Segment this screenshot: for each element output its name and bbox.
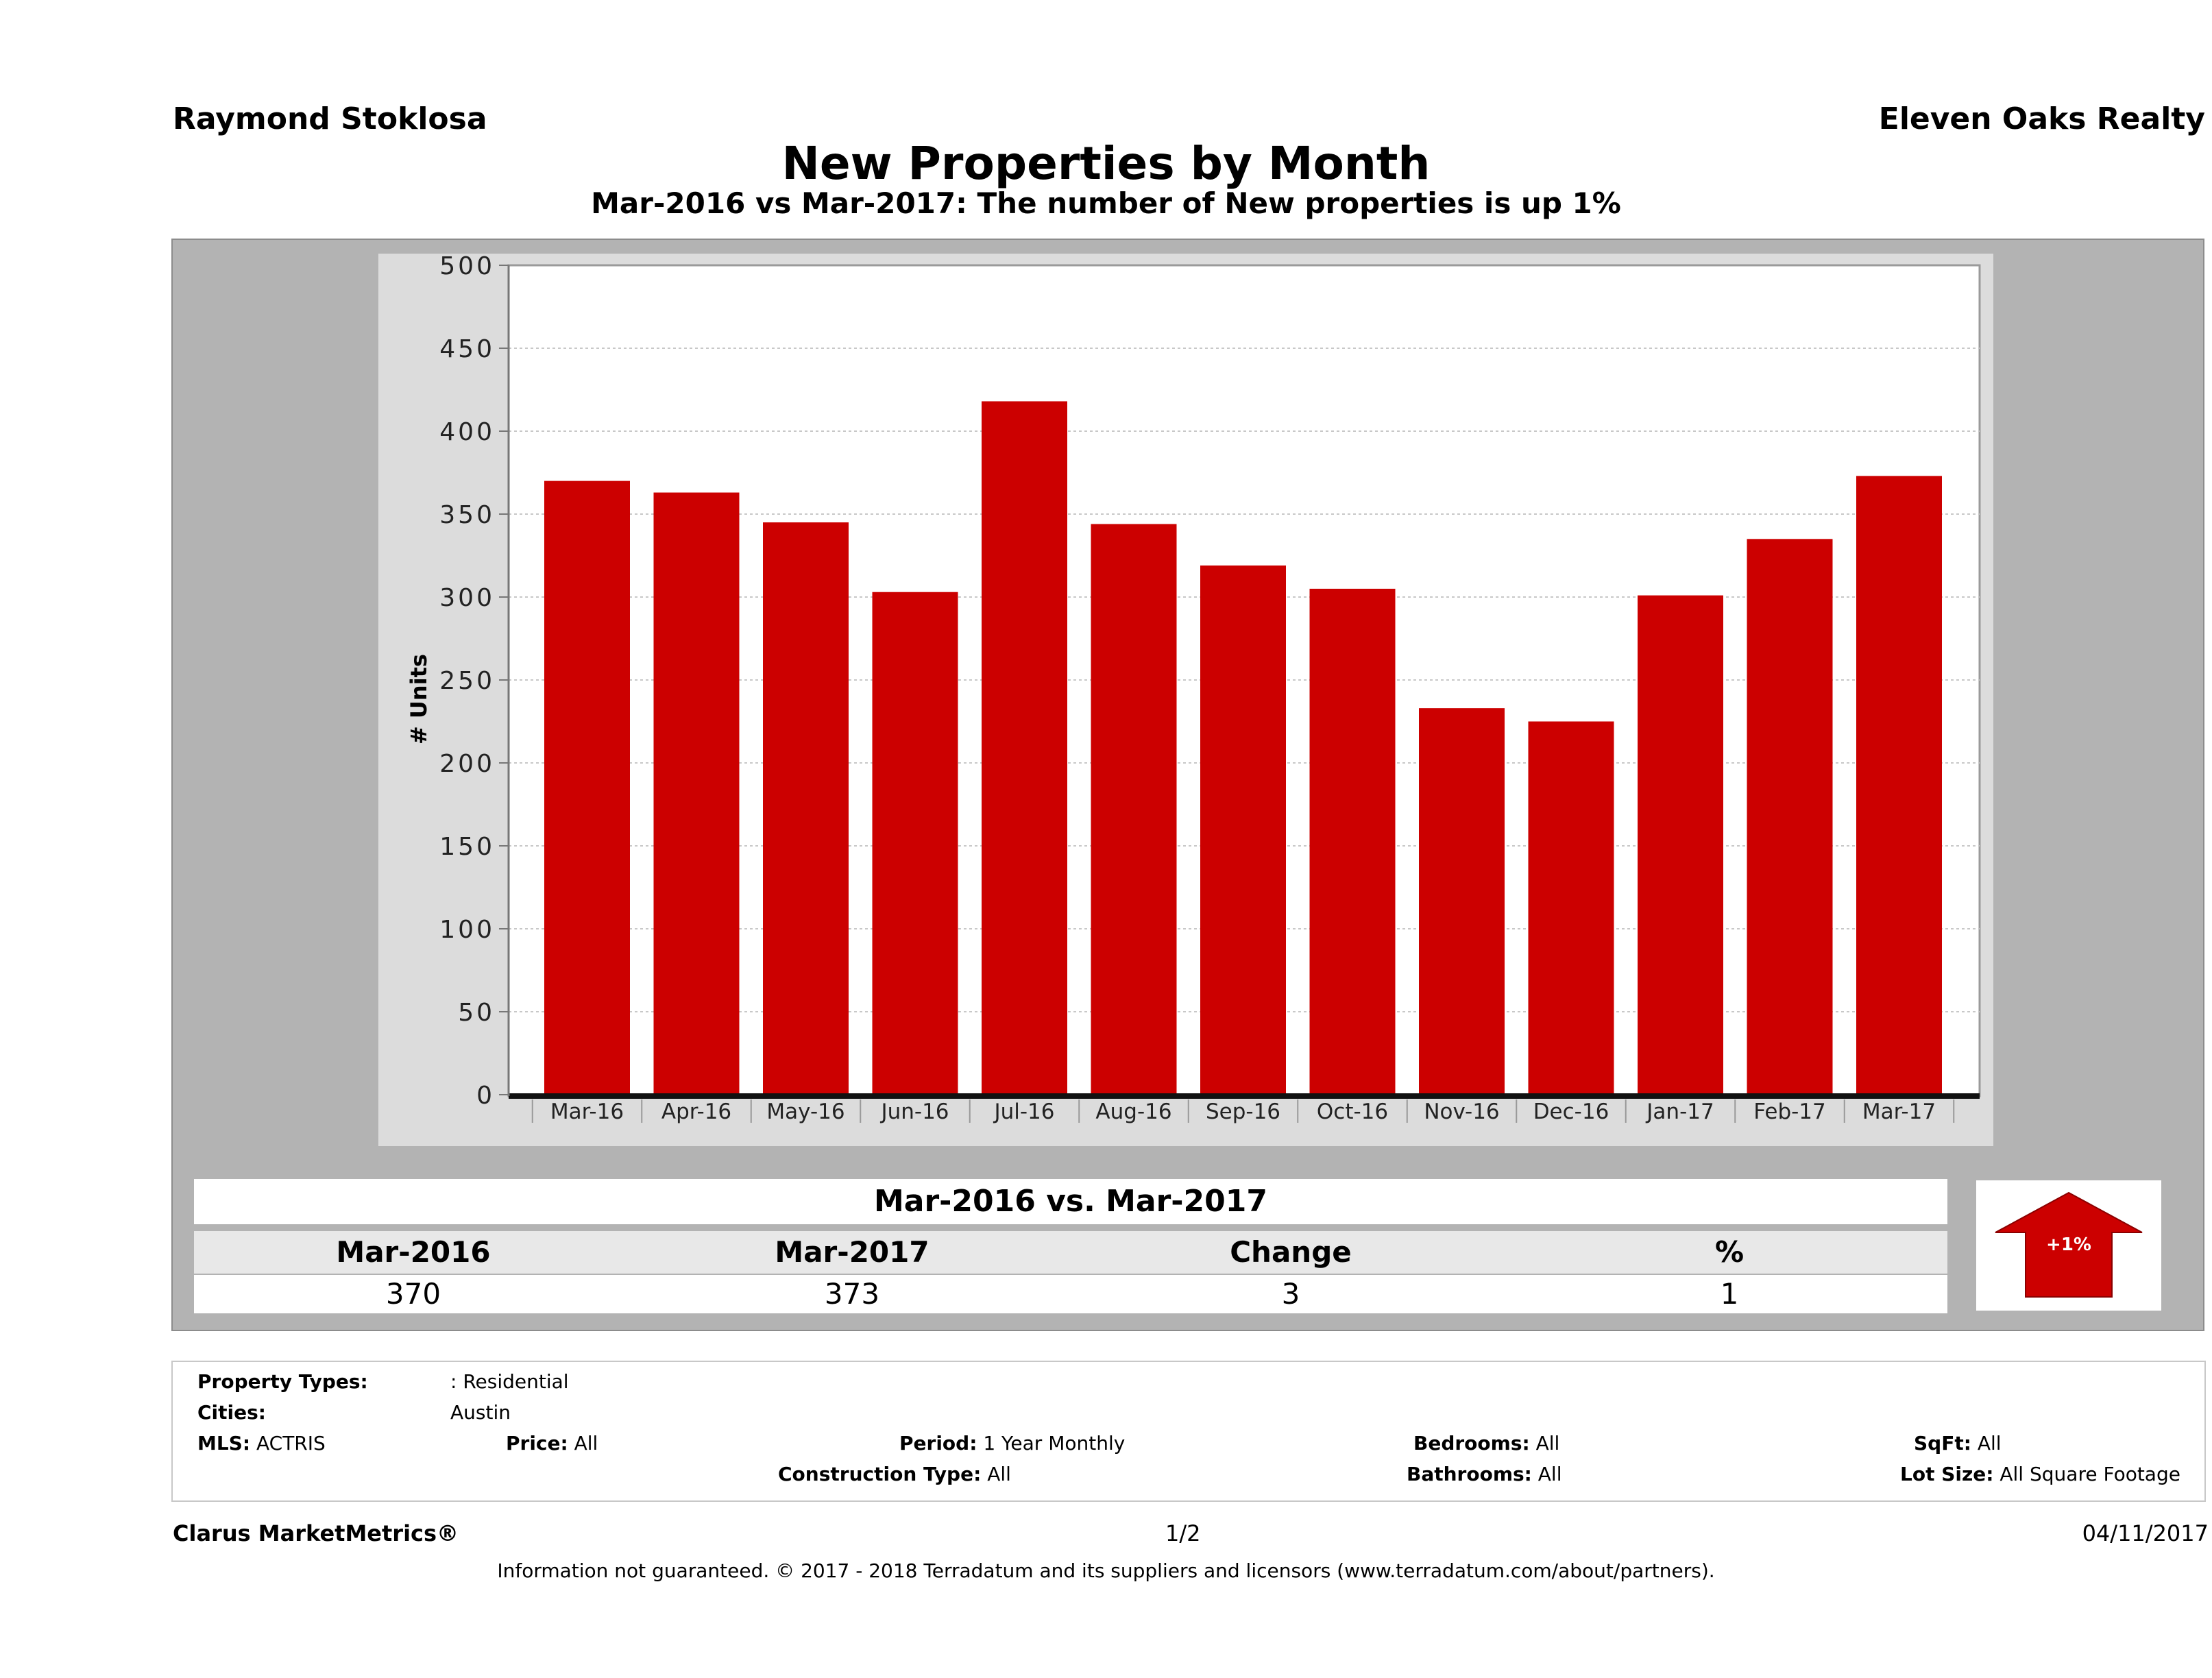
- bar-jul-16: [982, 401, 1067, 1095]
- comparison-title: Mar-2016 vs. Mar-2017: [194, 1179, 1947, 1224]
- value-change: 3: [1281, 1277, 1300, 1311]
- bar-feb-17: [1747, 539, 1833, 1095]
- trend-badge-label: +1%: [2046, 1235, 2091, 1255]
- x-tick-label: Dec-16: [1533, 1099, 1609, 1124]
- y-tick-label: 150: [439, 833, 495, 861]
- mls-value: ACTRIS: [256, 1432, 326, 1455]
- page-title: New Properties by Month: [781, 137, 1431, 190]
- bathrooms-label: Bathrooms:: [1407, 1463, 1532, 1485]
- cities-label: Cities:: [197, 1401, 266, 1424]
- construction-type-value: All: [987, 1463, 1011, 1485]
- y-tick-label: 300: [439, 584, 495, 612]
- x-tick-label: Nov-16: [1424, 1099, 1499, 1124]
- bar-jan-17: [1638, 595, 1723, 1095]
- y-tick-label: 200: [439, 750, 495, 778]
- up-arrow-icon: [1995, 1191, 2143, 1298]
- bar-aug-16: [1091, 524, 1177, 1095]
- header-percent: %: [1714, 1235, 1745, 1269]
- bar-may-16: [763, 522, 849, 1095]
- cities-value: Austin: [450, 1401, 511, 1424]
- product-name: Clarus MarketMetrics®: [173, 1520, 459, 1546]
- mls-label: MLS:: [197, 1432, 251, 1455]
- agent-name: Raymond Stoklosa: [173, 101, 487, 136]
- page-subtitle: Mar-2016 vs Mar-2017: The number of New …: [591, 186, 1621, 220]
- x-tick-label: Jul-16: [993, 1099, 1054, 1124]
- y-tick-label: 50: [458, 999, 495, 1027]
- sqft-label: SqFt:: [1914, 1432, 1971, 1455]
- y-tick-label: 350: [439, 501, 495, 529]
- report-filters: Property Types: : Residential Cities: Au…: [171, 1361, 2206, 1502]
- bedrooms-label: Bedrooms:: [1413, 1432, 1530, 1455]
- y-tick-label: 250: [439, 667, 495, 695]
- header-change: Change: [1230, 1235, 1352, 1269]
- lot-size-value: All Square Footage: [2000, 1463, 2180, 1485]
- bar-chart: 0 50 100 150 200 250 300 350 400 450 500 Mar-16 Apr…: [406, 252, 1981, 1124]
- bar-apr-16: [653, 492, 740, 1095]
- bar-oct-16: [1309, 588, 1396, 1095]
- value-mar-2016: 370: [385, 1277, 441, 1311]
- header-mar-2017: Mar-2017: [775, 1235, 929, 1269]
- y-tick-label: 400: [439, 418, 495, 446]
- page-number: 1/2: [1165, 1520, 1201, 1546]
- x-tick-label: Feb-17: [1753, 1099, 1826, 1124]
- property-types-value: : Residential: [450, 1370, 569, 1393]
- x-tick-label: Jan-17: [1645, 1099, 1714, 1124]
- bar-sep-16: [1200, 566, 1286, 1095]
- period-label: Period:: [899, 1432, 977, 1455]
- sqft-value: All: [1977, 1432, 2002, 1455]
- x-tick-label: Mar-17: [1862, 1099, 1936, 1124]
- lot-size-label: Lot Size:: [1900, 1463, 1994, 1485]
- bar-jun-16: [872, 592, 958, 1095]
- comparison-header-row: Mar-2016 Mar-2017 Change %: [194, 1231, 1947, 1274]
- x-tick-label: Sep-16: [1206, 1099, 1280, 1124]
- header-mar-2016: Mar-2016: [336, 1235, 491, 1269]
- property-types-label: Property Types:: [197, 1370, 368, 1393]
- price-label: Price:: [506, 1432, 568, 1455]
- x-tick-label: Oct-16: [1317, 1099, 1388, 1124]
- y-tick-label: 450: [439, 335, 495, 363]
- bar-nov-16: [1419, 708, 1505, 1095]
- bar-mar-16: [544, 481, 630, 1095]
- x-tick-label: Jun-16: [879, 1099, 949, 1124]
- y-tick-label: 500: [439, 254, 495, 280]
- disclaimer: Information not guaranteed. © 2017 - 201…: [497, 1559, 1715, 1582]
- y-tick-label: 0: [476, 1082, 495, 1110]
- bathrooms-value: All: [1538, 1463, 1562, 1485]
- bedrooms-value: All: [1535, 1432, 1560, 1455]
- trend-badge: +1%: [1976, 1180, 2161, 1311]
- brokerage-name: Eleven Oaks Realty: [1878, 101, 2205, 136]
- y-axis-label: # Units: [406, 654, 432, 744]
- comparison-value-row: 370 373 3 1: [194, 1275, 1947, 1313]
- comparison-table: Mar-2016 vs. Mar-2017 Mar-2016 Mar-2017 …: [194, 1179, 1947, 1313]
- x-tick-label: May-16: [766, 1099, 844, 1124]
- period-value: 1 Year Monthly: [983, 1432, 1126, 1455]
- construction-type-label: Construction Type:: [778, 1463, 982, 1485]
- value-mar-2017: 373: [824, 1277, 880, 1311]
- y-tick-label: 100: [439, 916, 495, 944]
- x-tick-label: Aug-16: [1095, 1099, 1171, 1124]
- x-tick-label: Mar-16: [550, 1099, 624, 1124]
- chart-area: 0 50 100 150 200 250 300 350 400 450 500 Mar-16 Apr…: [378, 252, 1993, 1146]
- bar-mar-17: [1856, 476, 1942, 1095]
- report-date: 04/11/2017: [2082, 1520, 2209, 1546]
- price-value: All: [574, 1432, 598, 1455]
- value-percent: 1: [1720, 1277, 1739, 1311]
- x-tick-label: Apr-16: [661, 1099, 731, 1124]
- bar-dec-16: [1528, 721, 1614, 1095]
